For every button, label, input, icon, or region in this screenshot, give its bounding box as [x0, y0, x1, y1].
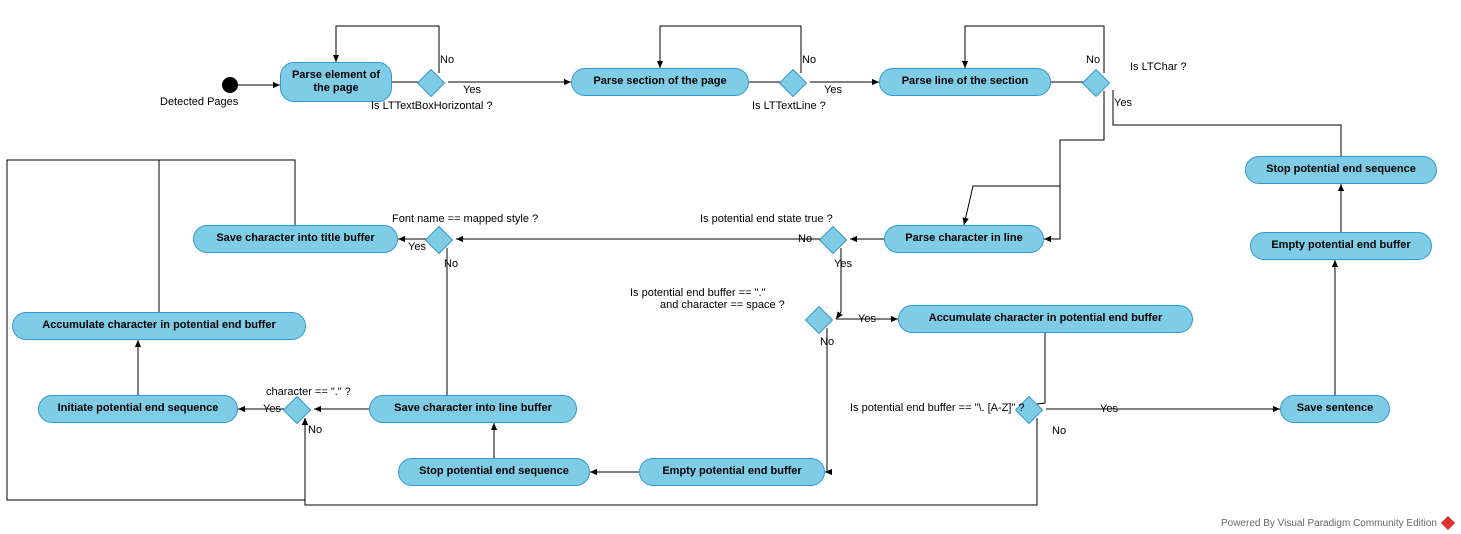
label-d6-question-2: and character == space ?	[660, 299, 785, 311]
decision-char-dot	[283, 396, 311, 424]
label-d8-no: No	[308, 424, 322, 436]
label-d7-yes: Yes	[1100, 403, 1118, 415]
node-parse-line: Parse line of the section	[879, 68, 1051, 96]
node-stop-end-seq-top: Stop potential end sequence	[1245, 156, 1437, 184]
label-d4-no: No	[798, 233, 812, 245]
label-d1-question: Is LTTextBoxHorizontal ?	[371, 100, 492, 112]
decision-lttextline	[779, 69, 807, 97]
label-d3-question: Is LTChar ?	[1130, 61, 1187, 73]
start-node	[222, 77, 238, 93]
node-empty-end-buffer-bottom: Empty potential end buffer	[639, 458, 825, 486]
node-accum-end-buffer-left: Accumulate character in potential end bu…	[12, 312, 306, 340]
node-parse-char: Parse character in line	[884, 225, 1044, 253]
vp-logo-icon	[1441, 516, 1455, 530]
node-accum-end-buffer-right: Accumulate character in potential end bu…	[898, 305, 1193, 333]
node-save-title-buffer: Save character into title buffer	[193, 225, 398, 253]
label-d5-no: No	[444, 258, 458, 270]
node-save-line-buffer: Save character into line buffer	[369, 395, 577, 423]
decision-lttextbox	[417, 69, 445, 97]
label-d3-no: No	[1086, 54, 1100, 66]
label-d7-no: No	[1052, 425, 1066, 437]
node-parse-element: Parse element of the page	[280, 62, 392, 102]
node-stop-end-seq-bottom: Stop potential end sequence	[398, 458, 590, 486]
footer-attribution: Powered By Visual Paradigm Community Edi…	[1221, 516, 1455, 530]
label-d6-question-1: Is potential end buffer == "."	[630, 287, 765, 299]
node-parse-section: Parse section of the page	[571, 68, 749, 96]
label-d2-yes: Yes	[824, 84, 842, 96]
label-d7-question: Is potential end buffer == "\. [A-Z]" ?	[850, 402, 1025, 414]
node-initiate-end-seq: Initiate potential end sequence	[38, 395, 238, 423]
node-empty-end-buffer-top: Empty potential end buffer	[1250, 232, 1432, 260]
label-d6-yes: Yes	[858, 313, 876, 325]
label-d2-question: Is LTTextLine ?	[752, 100, 826, 112]
flowchart-canvas: Detected Pages Parse element of the page…	[0, 0, 1461, 534]
footer-text: Powered By Visual Paradigm Community Edi…	[1221, 518, 1437, 529]
label-d4-yes: Yes	[834, 258, 852, 270]
label-d1-yes: Yes	[463, 84, 481, 96]
start-label: Detected Pages	[160, 96, 238, 108]
label-d4-question: Is potential end state true ?	[700, 213, 833, 225]
label-d1-no: No	[440, 54, 454, 66]
node-save-sentence: Save sentence	[1280, 395, 1390, 423]
label-d8-yes: Yes	[263, 403, 281, 415]
label-d8-question: character == "." ?	[266, 386, 351, 398]
label-d6-no: No	[820, 336, 834, 348]
label-d5-yes: Yes	[408, 241, 426, 253]
decision-ltchar	[1082, 69, 1110, 97]
decision-dot-space	[805, 306, 833, 334]
decision-font-style	[425, 226, 453, 254]
label-d3-yes: Yes	[1114, 97, 1132, 109]
label-d5-question: Font name == mapped style ?	[392, 213, 538, 225]
label-d2-no: No	[802, 54, 816, 66]
decision-end-state	[819, 226, 847, 254]
